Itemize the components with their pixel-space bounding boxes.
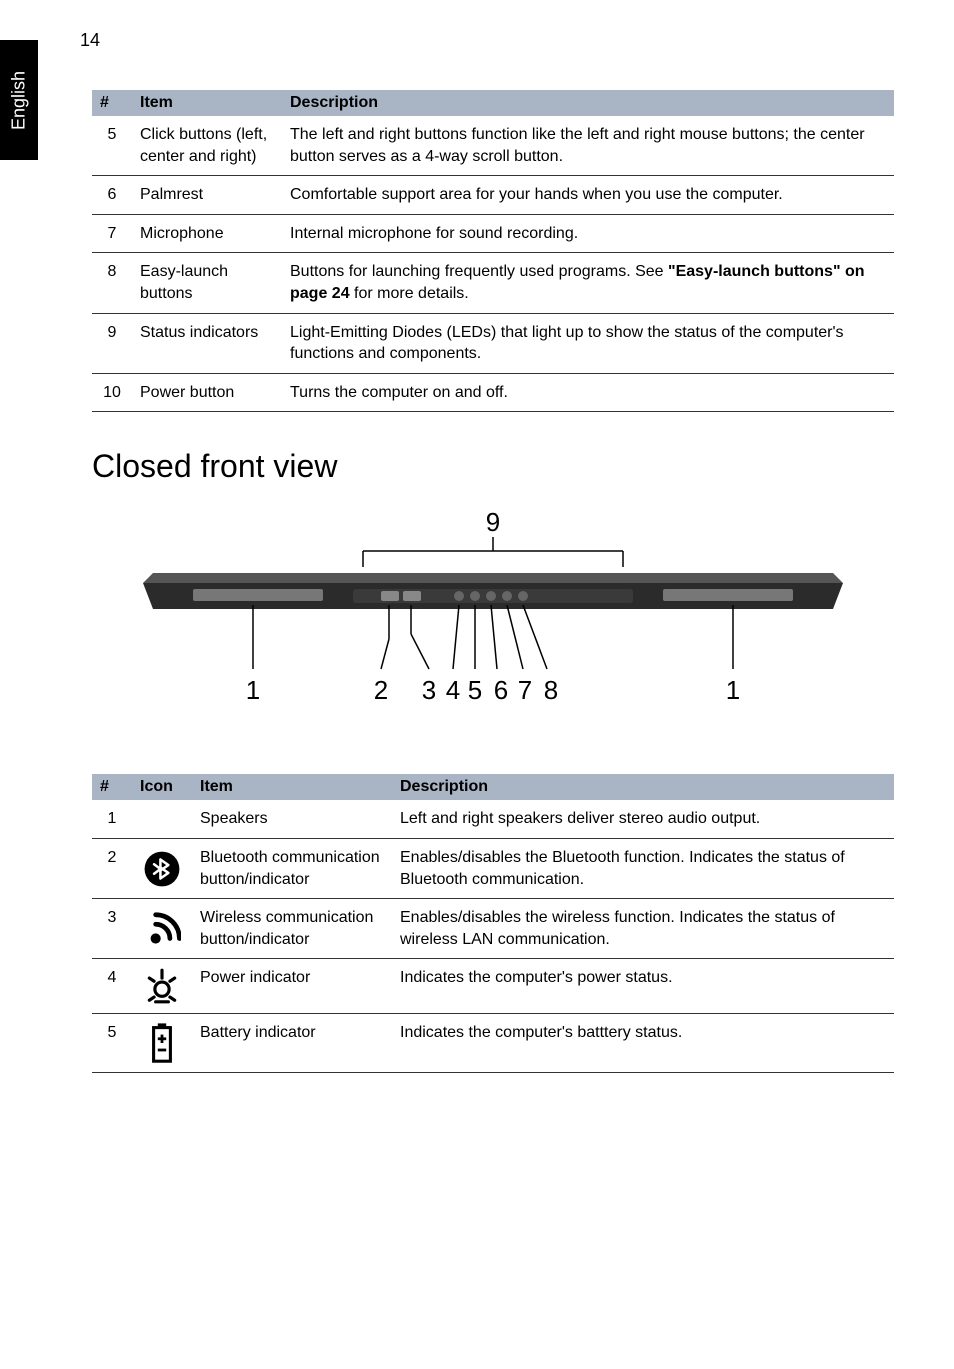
row-desc: Enables/disables the wireless function. … <box>392 899 894 959</box>
table-row: 6 Palmrest Comfortable support area for … <box>92 176 894 215</box>
row-num: 5 <box>92 1014 132 1073</box>
diag-label: 7 <box>518 675 532 705</box>
row-item: Status indicators <box>132 313 282 373</box>
spec-table-2: # Icon Item Description 1 Speakers Left … <box>92 774 894 1073</box>
table-row: 1 Speakers Left and right speakers deliv… <box>92 800 894 838</box>
row-desc: Light-Emitting Diodes (LEDs) that light … <box>282 313 894 373</box>
row-num: 3 <box>92 899 132 959</box>
front-view-diagram: 9 <box>92 509 894 734</box>
table-row: 8 Easy-launch buttons Buttons for launch… <box>92 253 894 313</box>
table-row: 9 Status indicators Light-Emitting Diode… <box>92 313 894 373</box>
row-desc: Enables/disables the Bluetooth function.… <box>392 838 894 898</box>
row-item: Bluetooth communication button/indicator <box>192 838 392 898</box>
row-item: Microphone <box>132 214 282 253</box>
table-row: 4 Power indicator Indicates the computer… <box>92 959 894 1014</box>
row-desc: The left and right buttons function like… <box>282 116 894 176</box>
diag-label: 1 <box>726 675 740 705</box>
row-num: 10 <box>92 373 132 412</box>
row-desc: Indicates the computer's power status. <box>392 959 894 1014</box>
battery-icon <box>132 1014 192 1073</box>
t1-head-num: # <box>92 90 132 116</box>
row-num: 1 <box>92 800 132 838</box>
row-desc: Indicates the computer's batttery status… <box>392 1014 894 1073</box>
table-row: 5 Battery indicator Indicates the comput… <box>92 1014 894 1073</box>
page-number: 14 <box>80 30 100 51</box>
row-item: Wireless communication button/indicator <box>192 899 392 959</box>
row-num: 5 <box>92 116 132 176</box>
row-item: Easy-launch buttons <box>132 253 282 313</box>
row-num: 8 <box>92 253 132 313</box>
diag-label: 2 <box>374 675 388 705</box>
t2-head-desc: Description <box>392 774 894 800</box>
diag-label: 8 <box>544 675 558 705</box>
diag-label: 1 <box>246 675 260 705</box>
power-indicator-icon <box>132 959 192 1014</box>
language-tab: English <box>0 40 38 160</box>
t2-head-icon: Icon <box>132 774 192 800</box>
row-desc: Comfortable support area for your hands … <box>282 176 894 215</box>
row-num: 9 <box>92 313 132 373</box>
diag-label-9: 9 <box>486 509 500 537</box>
row-desc: Internal microphone for sound recording. <box>282 214 894 253</box>
row-desc: Buttons for launching frequently used pr… <box>282 253 894 313</box>
row-item: Click buttons (left, center and right) <box>132 116 282 176</box>
table-row: 5 Click buttons (left, center and right)… <box>92 116 894 176</box>
diag-label: 5 <box>468 675 482 705</box>
table-row: 10 Power button Turns the computer on an… <box>92 373 894 412</box>
table-row: 2 Bluetooth communication button/indicat… <box>92 838 894 898</box>
wireless-icon <box>132 899 192 959</box>
diag-label: 4 <box>446 675 460 705</box>
row-num: 2 <box>92 838 132 898</box>
section-heading: Closed front view <box>92 448 894 485</box>
row-desc: Left and right speakers deliver stereo a… <box>392 800 894 838</box>
row-item: Power indicator <box>192 959 392 1014</box>
row-desc: Turns the computer on and off. <box>282 373 894 412</box>
diag-label: 6 <box>494 675 508 705</box>
t2-head-item: Item <box>192 774 392 800</box>
row-item: Power button <box>132 373 282 412</box>
row-desc-post: for more details. <box>350 285 469 302</box>
row-num: 4 <box>92 959 132 1014</box>
row-icon <box>132 800 192 838</box>
diag-label: 3 <box>422 675 436 705</box>
table-row: 3 Wireless communication button/indicato… <box>92 899 894 959</box>
row-item: Speakers <box>192 800 392 838</box>
t1-head-desc: Description <box>282 90 894 116</box>
row-num: 7 <box>92 214 132 253</box>
row-item: Palmrest <box>132 176 282 215</box>
row-num: 6 <box>92 176 132 215</box>
spec-table-1: # Item Description 5 Click buttons (left… <box>92 90 894 412</box>
page-content: # Item Description 5 Click buttons (left… <box>92 0 894 1073</box>
row-item: Battery indicator <box>192 1014 392 1073</box>
t1-head-item: Item <box>132 90 282 116</box>
row-desc-pre: Buttons for launching frequently used pr… <box>290 263 668 280</box>
table-row: 7 Microphone Internal microphone for sou… <box>92 214 894 253</box>
bluetooth-icon <box>132 838 192 898</box>
t2-head-num: # <box>92 774 132 800</box>
